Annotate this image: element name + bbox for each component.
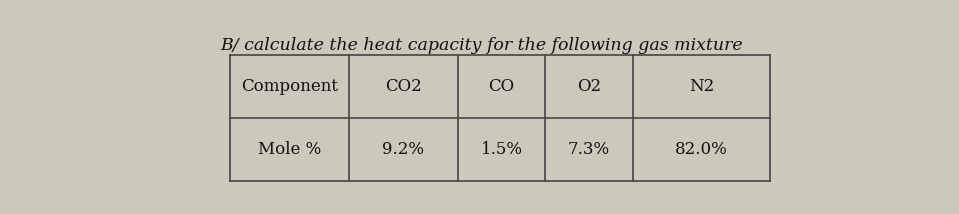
Text: 9.2%: 9.2% xyxy=(383,141,425,158)
Text: CO: CO xyxy=(488,78,515,95)
Text: N2: N2 xyxy=(689,78,714,95)
Text: B/ calculate the heat capacity for the following gas mixture: B/ calculate the heat capacity for the f… xyxy=(221,37,743,54)
Text: Component: Component xyxy=(241,78,338,95)
Text: 82.0%: 82.0% xyxy=(675,141,728,158)
Text: CO2: CO2 xyxy=(386,78,422,95)
Text: 1.5%: 1.5% xyxy=(480,141,523,158)
Text: 7.3%: 7.3% xyxy=(568,141,610,158)
Text: Mole %: Mole % xyxy=(258,141,321,158)
Text: O2: O2 xyxy=(576,78,601,95)
